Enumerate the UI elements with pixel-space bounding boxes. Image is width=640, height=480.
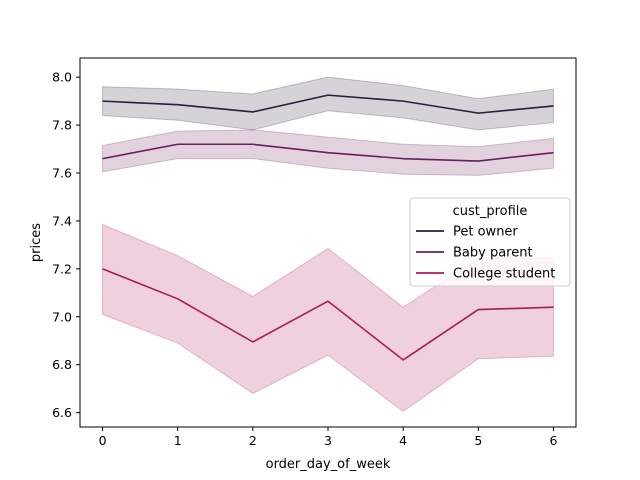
y-tick-label: 7.0 — [52, 309, 72, 324]
y-tick-label: 6.6 — [52, 405, 72, 420]
legend-items: Pet owner Baby parent College student — [416, 225, 555, 282]
y-tick-label: 8.0 — [52, 70, 72, 85]
x-tick-label: 2 — [249, 433, 257, 448]
x-tick-label: 3 — [324, 433, 332, 448]
series-lines — [102, 94, 554, 361]
ci-band-college-student — [102, 223, 554, 413]
x-tick-label: 6 — [549, 433, 557, 448]
y-tick-label: 7.8 — [52, 118, 72, 133]
x-axis-label: order_day_of_week — [266, 457, 391, 472]
y-tick-label: 7.4 — [52, 213, 72, 228]
x-tick-label: 0 — [99, 433, 107, 448]
y-tick-label: 7.2 — [52, 261, 72, 276]
legend-label-pet-owner: Pet owner — [453, 225, 518, 240]
ci-band-pet-owner — [102, 76, 554, 131]
y-tick-label: 7.6 — [52, 166, 72, 181]
x-tick-label: 1 — [174, 433, 182, 448]
legend-title: cust_profile — [453, 204, 528, 219]
legend: cust_profile Pet owner Baby parent College… — [409, 197, 571, 287]
legend-label-baby-parent: Baby parent — [453, 246, 533, 261]
x-axis-ticks: 0 1 2 3 4 5 6 — [99, 427, 557, 448]
legend-label-college-student: College student — [453, 267, 555, 282]
legend-box — [409, 197, 571, 287]
x-tick-label: 4 — [399, 433, 407, 448]
y-axis-label: prices — [29, 223, 44, 262]
y-axis-ticks: 6.6 6.8 7.0 7.2 7.4 7.6 7.8 8.0 — [52, 70, 80, 420]
y-tick-label: 6.8 — [52, 357, 72, 372]
x-tick-label: 5 — [474, 433, 482, 448]
